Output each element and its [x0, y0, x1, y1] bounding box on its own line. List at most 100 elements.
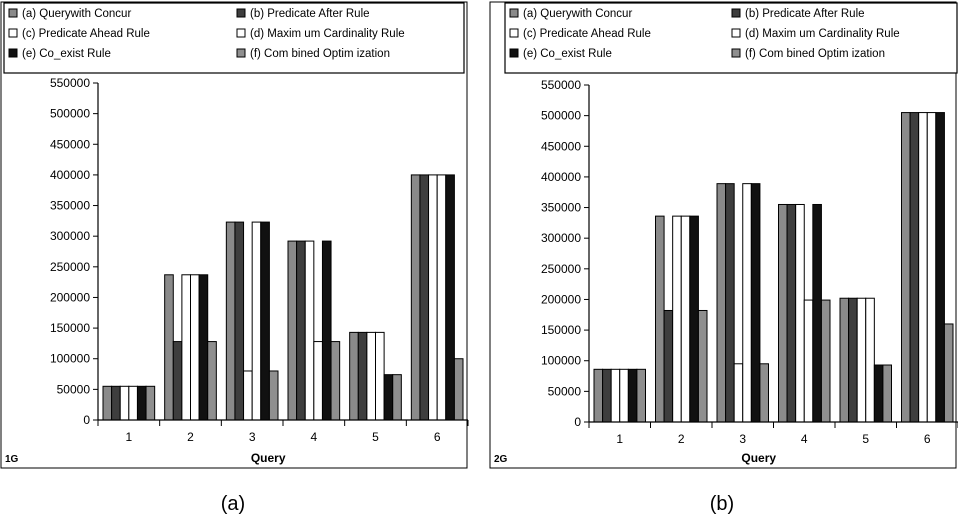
chart-a-bar-a-q1 [102, 385, 113, 421]
chart-b-ytick-label-9: 450000 [541, 139, 581, 153]
chart-b-xtick-label-3: 3 [739, 432, 746, 446]
chart-a-legend-label-e: (e) Co_exist Rule [22, 48, 111, 60]
chart-b-svg: (a) Querywith Concur (b) Predicate After … [489, 1, 958, 515]
chart-b-bar-c-q4 [795, 203, 805, 423]
chart-b-ytick-label-6: 300000 [541, 231, 581, 245]
chart-a-bar-e-q1 [136, 385, 147, 421]
chart-a-legend-label-c: (c) Predicate Ahead Rule [22, 28, 150, 40]
chart-a-bar-e-q6 [445, 174, 455, 421]
chart-a-bar-b-q4 [296, 240, 306, 421]
chart-b-legend-label-f: (f) Com bined Optim ization [745, 48, 885, 60]
chart-b-bar-e-q2 [689, 215, 699, 423]
chart-a-ytick-label-2: 100000 [50, 352, 90, 366]
chart-a-bar-e-q3 [260, 221, 270, 421]
chart-b-bar-f-q6 [943, 323, 954, 423]
chart-b-bar-a-q6 [901, 112, 911, 423]
chart-b-bar-e-q5 [873, 364, 884, 423]
chart-b-legend-label-e: (e) Co_exist Rule [523, 48, 612, 60]
chart-b-legend-label-d: (d) Maxim um Cardinality Rule [745, 28, 900, 40]
chart-a-frame [0, 1, 468, 469]
chart-a-bar-a-q4 [287, 240, 298, 421]
chart-b-bar-a-q1 [593, 368, 604, 423]
chart-a-bar-e-q5 [383, 374, 394, 421]
chart-b-ytick-label-3: 150000 [541, 323, 581, 337]
chart-a-bar-d-q2 [190, 274, 200, 421]
chart-a-legend-label-f: (f) Com bined Optim ization [250, 48, 390, 60]
chart-a-bar-c-q2 [181, 274, 191, 421]
chart-b-bar-e-q1 [627, 368, 638, 423]
chart-b-bar-e-q4 [812, 203, 822, 423]
chart-b-legend-box [504, 2, 958, 74]
chart-a-bar-f-q4 [330, 341, 341, 421]
chart-a-ytick-label-7: 350000 [50, 199, 90, 213]
chart-a-ytick-label-9: 450000 [50, 137, 90, 151]
chart-a-ytick-label-8: 400000 [50, 168, 90, 182]
chart-a-bar-c-q1 [119, 385, 130, 421]
chart-b-bar-c-q5 [856, 297, 867, 423]
chart-a-legend-swatch-d [236, 28, 246, 38]
chart-b-bar-c-q1 [610, 368, 621, 423]
chart-b-xtick-label-5: 5 [862, 432, 869, 446]
chart-a-bar-b-q5 [357, 331, 368, 421]
chart-a-corner-label: 1G [5, 454, 19, 465]
chart-b-bar-d-q2 [680, 215, 691, 423]
chart-b-bar-d-q6 [926, 112, 937, 423]
chart-a-ytick-label-0: 0 [83, 413, 90, 427]
chart-b-bar-a-q3 [716, 183, 727, 423]
chart-a-bar-a-q5 [349, 331, 359, 421]
chart-a-ytick-label-4: 200000 [50, 290, 90, 304]
chart-b-bar-f-q2 [697, 309, 708, 423]
chart-a-bar-d-q4 [313, 341, 323, 421]
chart-panel-b: (a) Querywith Concur (b) Predicate After … [489, 0, 958, 520]
chart-b-bar-a-q4 [778, 203, 788, 423]
chart-a-xtick-label-2: 2 [187, 430, 194, 444]
chart-a-xtick-label-4: 4 [310, 430, 317, 444]
chart-a-bar-c-q3 [243, 370, 253, 421]
chart-b-bar-b-q6 [909, 112, 920, 423]
chart-b-ytick-label-1: 50000 [548, 384, 582, 398]
chart-b-x-axis-title: Query [741, 451, 776, 465]
chart-a-legend-swatch-e [8, 48, 18, 58]
chart-a-legend-swatch-a [8, 8, 18, 18]
chart-b-ytick-label-8: 400000 [541, 170, 581, 184]
chart-b-ytick-label-5: 250000 [541, 262, 581, 276]
chart-a-bar-f-q3 [268, 370, 279, 421]
chart-a-xtick-label-5: 5 [372, 430, 379, 444]
chart-b-bar-b-q1 [602, 368, 612, 423]
chart-a-bar-a-q3 [225, 221, 236, 421]
chart-a-legend-label-d: (d) Maxim um Cardinality Rule [250, 28, 405, 40]
chart-a-bar-f-q6 [453, 358, 464, 421]
chart-b-xtick-label-4: 4 [801, 432, 808, 446]
chart-a-bar-b-q2 [172, 341, 183, 421]
chart-a-bar-e-q2 [198, 274, 209, 421]
chart-a-legend-label-a: (a) Querywith Concur [22, 8, 131, 20]
chart-b-caption: (b) [710, 493, 734, 515]
chart-b-ytick-label-7: 350000 [541, 201, 581, 215]
chart-b-corner-label: 2G [494, 454, 508, 465]
chart-a-caption: (a) [221, 493, 245, 515]
chart-b-bar-e-q6 [935, 112, 945, 423]
chart-b-bar-b-q5 [848, 297, 858, 423]
chart-a-xtick-label-3: 3 [249, 430, 256, 444]
chart-a-ytick-label-5: 250000 [50, 260, 90, 274]
chart-b-legend-label-b: (b) Predicate After Rule [745, 8, 865, 20]
chart-b-xtick-label-1: 1 [616, 432, 623, 446]
chart-b-ytick-label-4: 200000 [541, 292, 581, 306]
chart-b-ytick-label-11: 550000 [541, 78, 581, 92]
chart-b-xtick-label-6: 6 [924, 432, 931, 446]
chart-b-legend-swatch-f [731, 48, 741, 58]
chart-b-legend-swatch-d [731, 28, 741, 38]
chart-a-xtick-label-6: 6 [434, 430, 441, 444]
chart-b-bar-f-q3 [759, 363, 769, 423]
chart-b-bar-c-q3 [733, 363, 744, 423]
chart-a-xtick-label-1: 1 [125, 430, 132, 444]
chart-b-legend-label-a: (a) Querywith Concur [523, 8, 632, 20]
chart-a-bar-d-q6 [436, 174, 447, 421]
chart-a-bar-f-q2 [207, 341, 217, 421]
chart-b-legend-label-c: (c) Predicate Ahead Rule [523, 28, 651, 40]
chart-a-legend-swatch-c [8, 28, 18, 38]
chart-b-legend-swatch-c [509, 28, 519, 38]
chart-b-bar-b-q4 [786, 203, 797, 423]
chart-a-bar-b-q3 [234, 221, 245, 421]
chart-a-svg: (a) Querywith Concur (b) Predicate After … [0, 1, 469, 515]
